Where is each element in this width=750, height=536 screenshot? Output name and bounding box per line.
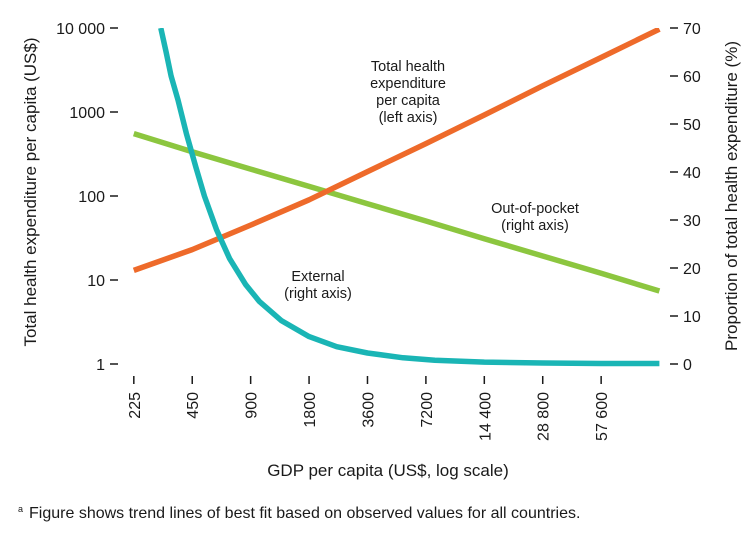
- annotation-line: (right axis): [284, 286, 352, 302]
- x-tick-label: 450: [185, 392, 202, 419]
- footnote: a Figure shows trend lines of best fit ba…: [18, 504, 580, 523]
- annotation-line: (left axis): [379, 110, 438, 126]
- annotation-out-of-pocket: Out-of-pocket (right axis): [491, 201, 579, 234]
- right-tick-label: 10: [683, 309, 701, 326]
- annotation-line: Total health: [371, 59, 445, 75]
- footnote-text: Figure shows trend lines of best fit bas…: [29, 505, 581, 522]
- left-tick-label: 1: [96, 357, 105, 374]
- x-tick-label: 900: [244, 392, 261, 419]
- annotation-line: expenditure: [370, 76, 446, 92]
- left-y-axis: 1 10 100 1000 10 000: [56, 21, 118, 374]
- x-tick-label: 7200: [419, 392, 436, 428]
- x-tick-label: 28 800: [536, 392, 553, 441]
- x-tick-label: 57 600: [594, 392, 611, 441]
- series-layer: [132, 28, 661, 367]
- x-tick-label: 1800: [302, 392, 319, 428]
- left-tick-label: 1000: [69, 105, 105, 122]
- right-tick-label: 40: [683, 165, 701, 182]
- annotation-line: External: [291, 269, 344, 285]
- x-axis: 225 450 900 1800 3600 7200 14 400 28 800 57 600: [127, 376, 611, 441]
- x-tick-label: 225: [127, 392, 144, 419]
- y-axis-left-title: Total health expenditure per capita (US$…: [21, 37, 40, 346]
- external-line: [158, 28, 660, 367]
- x-tick-label: 14 400: [477, 392, 494, 441]
- left-tick-label: 10: [87, 273, 105, 290]
- annotations: Total health expenditure per capita (left a…: [284, 59, 579, 302]
- footnote-marker: a: [18, 504, 24, 514]
- x-axis-title: GDP per capita (US$, log scale): [267, 461, 509, 480]
- left-tick-label: 100: [78, 189, 105, 206]
- out-of-pocket-line: [132, 130, 661, 294]
- right-y-axis: 0 10 20 30 40 50 60 70: [670, 21, 701, 374]
- annotation-total-health: Total health expenditure per capita (left a…: [370, 59, 446, 126]
- annotation-line: (right axis): [501, 218, 569, 234]
- chart: 1 10 100 1000 10 000 0 10 20 30 40 50 60 70 225 450 9…: [21, 21, 741, 480]
- left-tick-label: 10 000: [56, 21, 105, 38]
- annotation-line: per capita: [376, 93, 441, 109]
- annotation-external: External (right axis): [284, 269, 352, 302]
- right-tick-label: 20: [683, 261, 701, 278]
- right-tick-label: 0: [683, 357, 692, 374]
- y-axis-right-title: Proportion of total health expenditure (…: [722, 41, 741, 351]
- annotation-line: Out-of-pocket: [491, 201, 579, 217]
- right-tick-label: 60: [683, 69, 701, 86]
- x-tick-label: 3600: [360, 392, 377, 428]
- right-tick-label: 50: [683, 117, 701, 134]
- right-tick-label: 30: [683, 213, 701, 230]
- right-tick-label: 70: [683, 21, 701, 38]
